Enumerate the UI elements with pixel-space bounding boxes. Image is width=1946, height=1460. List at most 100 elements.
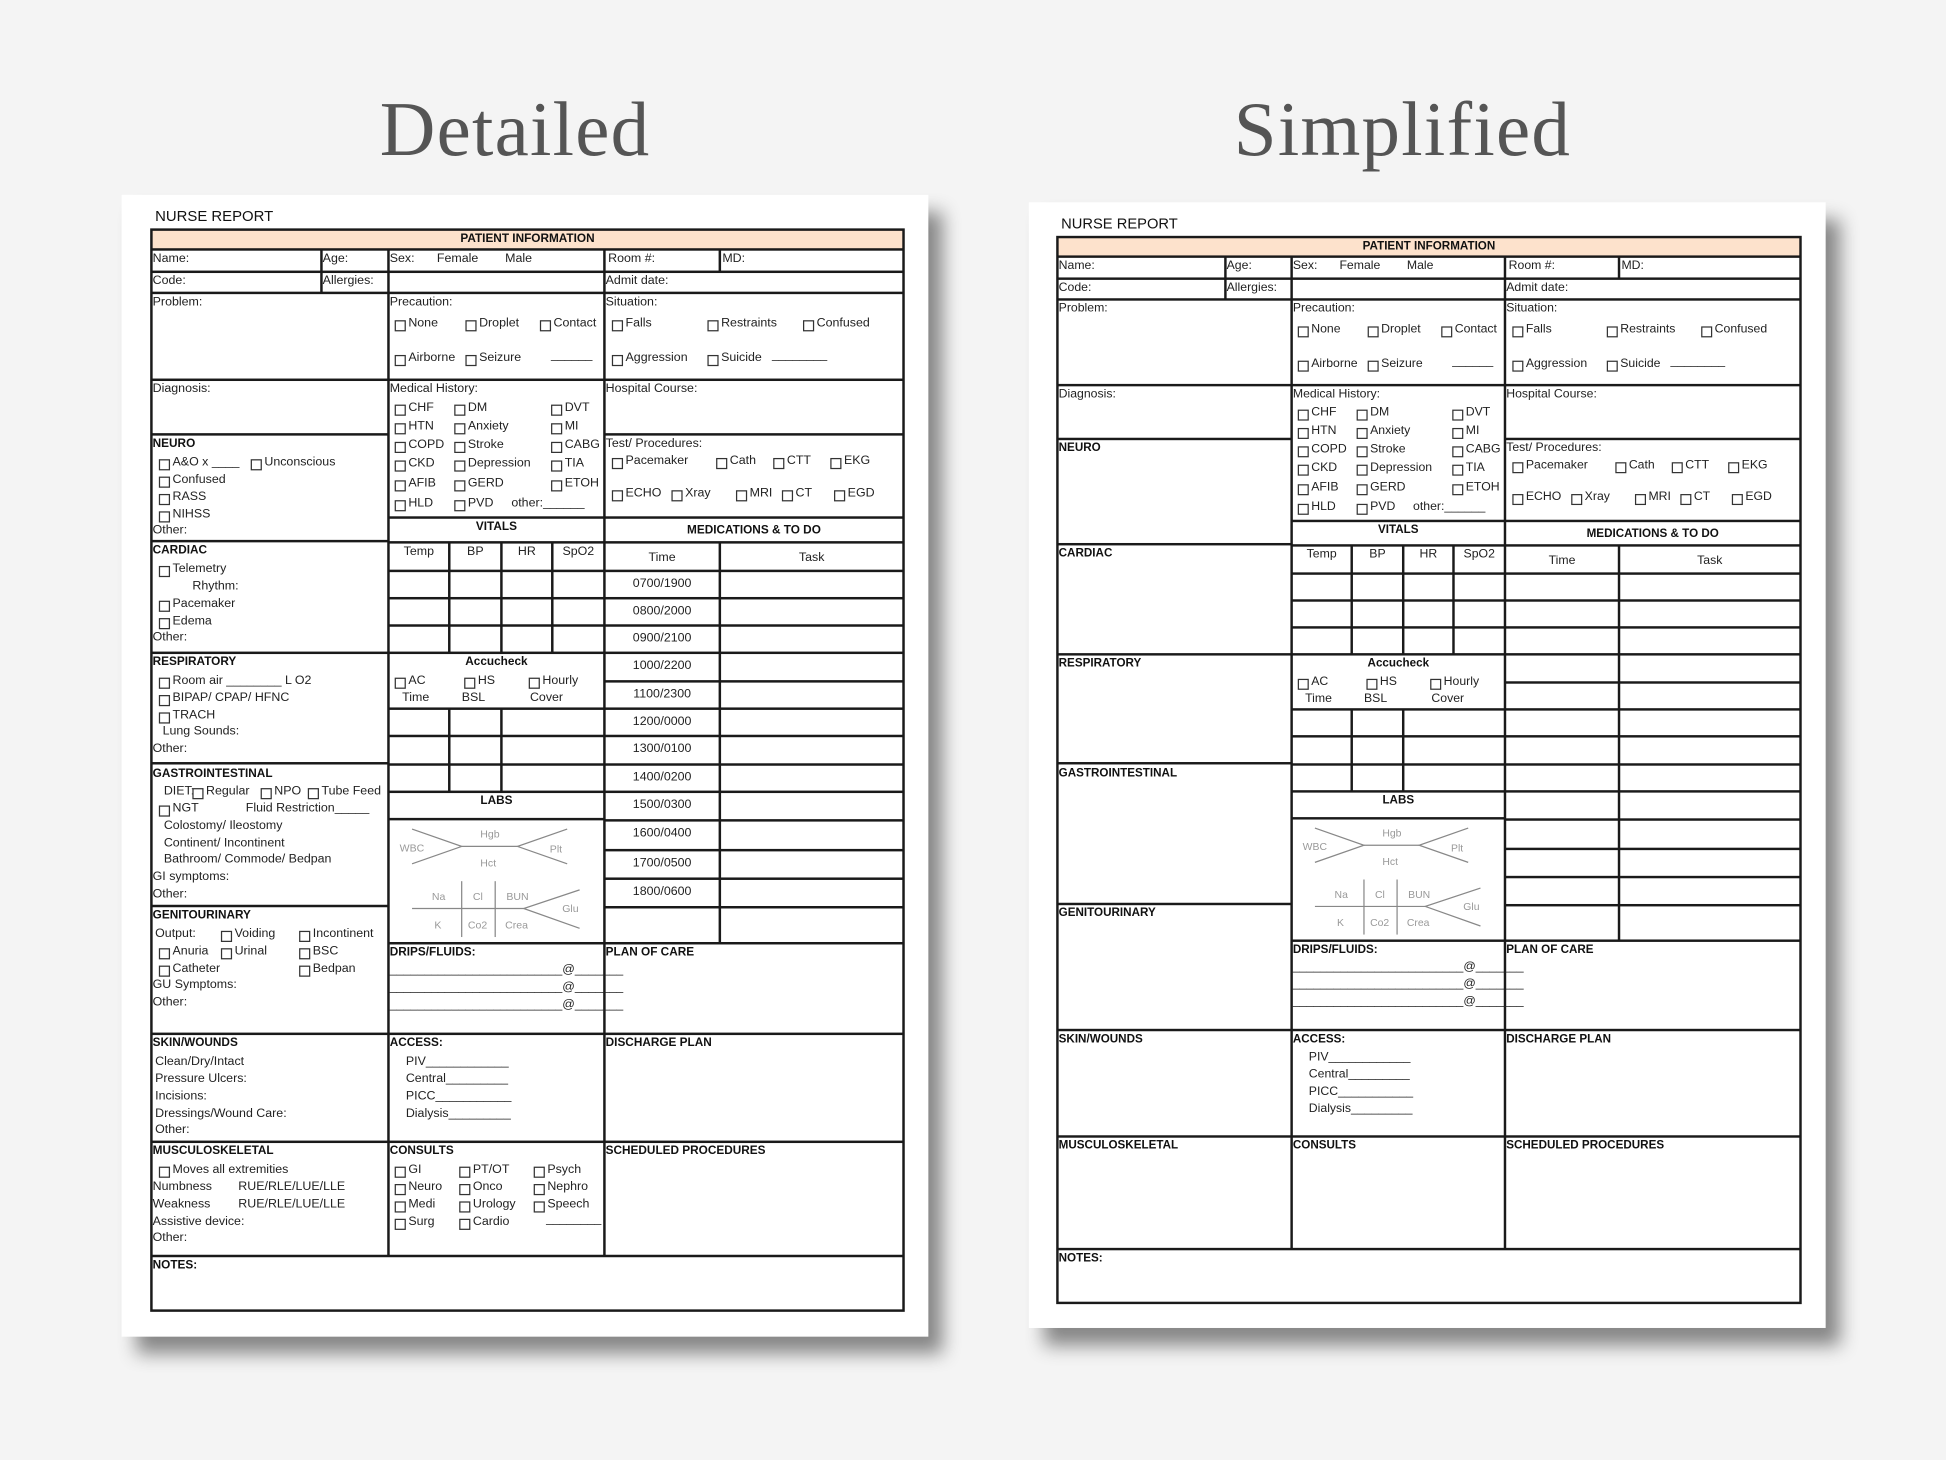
checkbox[interactable]	[1297, 360, 1309, 372]
checkbox[interactable]	[1452, 427, 1464, 439]
checkbox[interactable]	[394, 404, 406, 416]
checkbox[interactable]	[158, 677, 171, 689]
checkbox[interactable]	[781, 490, 794, 502]
checkbox[interactable]	[1728, 462, 1740, 474]
checkbox[interactable]	[1452, 484, 1464, 496]
checkbox[interactable]	[1634, 494, 1646, 506]
checkbox[interactable]	[158, 1166, 171, 1178]
checkbox[interactable]	[611, 457, 624, 470]
checkbox[interactable]	[1606, 360, 1618, 372]
checkbox[interactable]	[533, 1166, 545, 1178]
checkbox[interactable]	[611, 490, 624, 502]
checkbox[interactable]	[1571, 494, 1583, 506]
checkbox[interactable]	[551, 423, 563, 435]
checkbox[interactable]	[394, 354, 406, 367]
checkbox[interactable]	[260, 788, 272, 800]
checkbox[interactable]	[394, 500, 406, 512]
checkbox[interactable]	[158, 948, 171, 960]
checkbox[interactable]	[454, 500, 466, 512]
checkbox[interactable]	[158, 965, 171, 977]
checkbox[interactable]	[459, 1218, 471, 1230]
checkbox[interactable]	[1297, 678, 1309, 690]
checkbox[interactable]	[454, 423, 466, 435]
checkbox[interactable]	[299, 948, 311, 960]
checkbox[interactable]	[1356, 503, 1368, 515]
checkbox[interactable]	[394, 677, 406, 689]
checkbox[interactable]	[1366, 678, 1378, 690]
checkbox[interactable]	[459, 1201, 471, 1213]
checkbox[interactable]	[454, 404, 466, 416]
checkbox[interactable]	[158, 476, 171, 488]
checkbox[interactable]	[158, 511, 171, 523]
checkbox[interactable]	[394, 1184, 406, 1196]
checkbox[interactable]	[1452, 409, 1464, 421]
checkbox[interactable]	[611, 320, 624, 332]
checkbox[interactable]	[1512, 326, 1524, 338]
checkbox[interactable]	[394, 441, 406, 454]
checkbox[interactable]	[394, 1218, 406, 1230]
checkbox[interactable]	[465, 320, 477, 332]
checkbox[interactable]	[551, 404, 563, 416]
checkbox[interactable]	[773, 457, 785, 470]
checkbox[interactable]	[454, 460, 466, 472]
checkbox[interactable]	[250, 459, 262, 471]
checkbox[interactable]	[1356, 484, 1368, 496]
checkbox[interactable]	[735, 490, 748, 502]
checkbox[interactable]	[533, 1201, 545, 1213]
checkbox[interactable]	[220, 930, 233, 942]
checkbox[interactable]	[1430, 678, 1442, 690]
checkbox[interactable]	[1671, 462, 1683, 474]
checkbox[interactable]	[158, 600, 171, 612]
checkbox[interactable]	[533, 1184, 545, 1196]
checkbox[interactable]	[394, 1201, 406, 1213]
checkbox[interactable]	[220, 948, 233, 960]
checkbox[interactable]	[158, 493, 171, 506]
checkbox[interactable]	[158, 712, 171, 724]
checkbox[interactable]	[802, 320, 815, 332]
checkbox[interactable]	[192, 788, 204, 800]
checkbox[interactable]	[1297, 484, 1309, 496]
checkbox[interactable]	[1297, 446, 1309, 458]
checkbox[interactable]	[1452, 446, 1464, 458]
checkbox[interactable]	[834, 490, 846, 502]
checkbox[interactable]	[716, 457, 728, 470]
checkbox[interactable]	[394, 480, 406, 492]
checkbox[interactable]	[1297, 427, 1309, 439]
checkbox[interactable]	[1356, 446, 1368, 458]
checkbox[interactable]	[459, 1166, 471, 1178]
checkbox[interactable]	[1512, 360, 1524, 372]
checkbox[interactable]	[158, 565, 171, 578]
checkbox[interactable]	[1367, 326, 1379, 338]
checkbox[interactable]	[1297, 409, 1309, 421]
checkbox[interactable]	[307, 788, 319, 800]
checkbox[interactable]	[465, 354, 477, 367]
checkbox[interactable]	[454, 480, 466, 492]
checkbox[interactable]	[830, 457, 842, 470]
checkbox[interactable]	[394, 423, 406, 435]
checkbox[interactable]	[1356, 427, 1368, 439]
checkbox[interactable]	[1297, 503, 1309, 515]
checkbox[interactable]	[1731, 494, 1743, 506]
checkbox[interactable]	[1367, 360, 1379, 372]
checkbox[interactable]	[1441, 326, 1453, 338]
checkbox[interactable]	[551, 441, 563, 454]
checkbox[interactable]	[394, 320, 406, 332]
checkbox[interactable]	[671, 490, 683, 502]
checkbox[interactable]	[551, 480, 563, 492]
checkbox[interactable]	[459, 1184, 471, 1196]
checkbox[interactable]	[1297, 464, 1309, 476]
checkbox[interactable]	[454, 441, 466, 454]
checkbox[interactable]	[611, 354, 624, 367]
checkbox[interactable]	[299, 965, 311, 977]
checkbox[interactable]	[1452, 464, 1464, 476]
checkbox[interactable]	[158, 618, 171, 630]
checkbox[interactable]	[394, 1166, 406, 1178]
checkbox[interactable]	[1701, 326, 1713, 338]
checkbox[interactable]	[528, 677, 540, 689]
checkbox[interactable]	[1356, 464, 1368, 476]
checkbox[interactable]	[1512, 462, 1524, 474]
checkbox[interactable]	[299, 930, 311, 942]
checkbox[interactable]	[158, 459, 171, 471]
checkbox[interactable]	[551, 460, 563, 472]
checkbox[interactable]	[539, 320, 552, 332]
